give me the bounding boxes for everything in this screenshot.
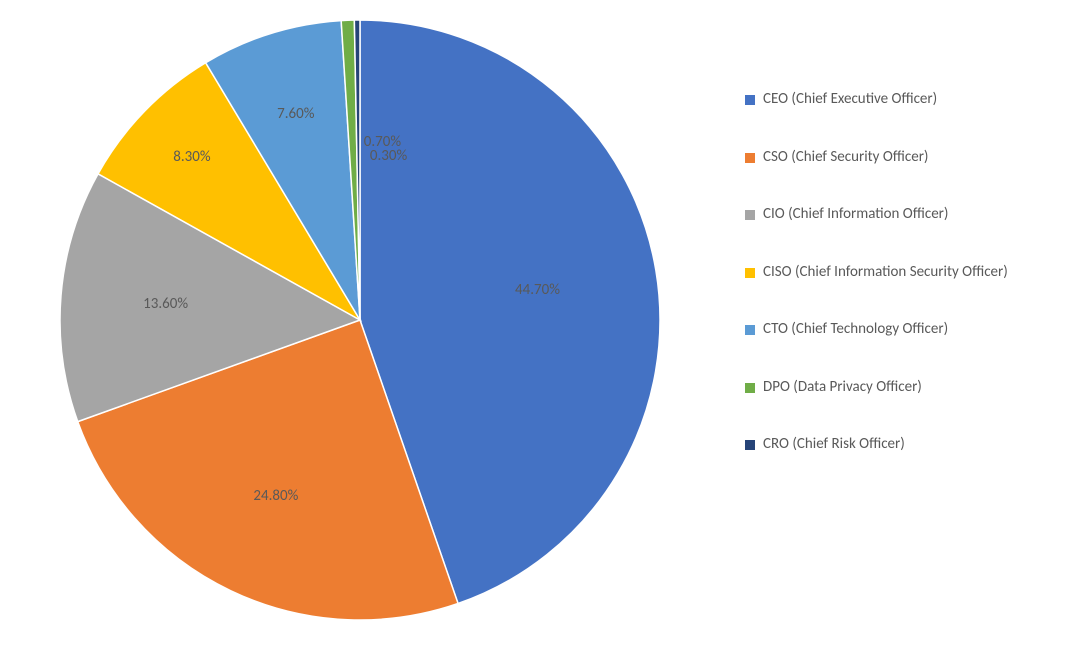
legend-label: CSO (Chief Security Officer) [763, 148, 928, 168]
legend-item: CIO (Chief Information Officer) [745, 205, 1065, 225]
pie-svg [50, 10, 670, 630]
legend-item: CSO (Chief Security Officer) [745, 148, 1065, 168]
pie-chart-container: 44.70%24.80%13.60%8.30%7.60%0.70%0.30% C… [0, 0, 1083, 653]
legend-swatch [745, 153, 755, 163]
pie-slice-label: 44.70% [515, 281, 560, 299]
legend-item: CEO (Chief Executive Officer) [745, 90, 1065, 110]
pie-slice-label: 7.60% [277, 105, 314, 123]
legend-swatch [745, 325, 755, 335]
legend-item: DPO (Data Privacy Officer) [745, 378, 1065, 398]
legend-item: CTO (Chief Technology Officer) [745, 320, 1065, 340]
pie-slice-label: 8.30% [173, 148, 210, 166]
pie-area: 44.70%24.80%13.60%8.30%7.60%0.70%0.30% [0, 0, 720, 653]
legend-item: CISO (Chief Information Security Officer… [745, 263, 1065, 283]
pie-slice-label: 0.30% [370, 147, 407, 165]
legend-label: CTO (Chief Technology Officer) [763, 320, 948, 340]
legend-swatch [745, 210, 755, 220]
legend-swatch [745, 95, 755, 105]
legend-swatch [745, 383, 755, 393]
legend-label: CEO (Chief Executive Officer) [763, 90, 937, 110]
pie-slice-label: 24.80% [253, 487, 298, 505]
legend-label: DPO (Data Privacy Officer) [763, 378, 922, 398]
pie-slice-label: 13.60% [143, 295, 188, 313]
legend-item: CRO (Chief Risk Officer) [745, 435, 1065, 455]
legend: CEO (Chief Executive Officer) CSO (Chief … [745, 90, 1065, 493]
legend-label: CIO (Chief Information Officer) [763, 205, 948, 225]
legend-label: CISO (Chief Information Security Officer… [763, 263, 1008, 283]
legend-label: CRO (Chief Risk Officer) [763, 435, 905, 455]
legend-swatch [745, 440, 755, 450]
legend-swatch [745, 268, 755, 278]
